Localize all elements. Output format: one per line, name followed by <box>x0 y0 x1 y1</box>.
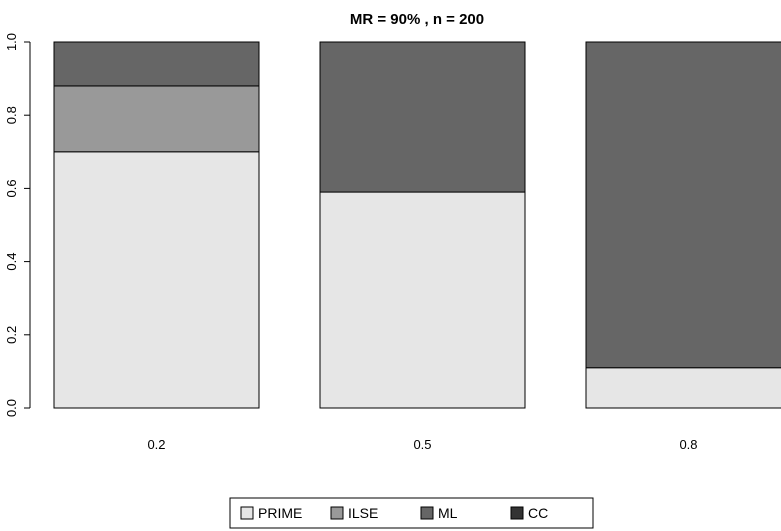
legend-swatch-prime <box>240 506 254 520</box>
bar-segment-prime-0.5 <box>319 191 526 409</box>
legend-swatch-ilse <box>330 506 344 520</box>
bar-segment-ml-0.2 <box>53 41 260 87</box>
y-tick-label: 0.4 <box>4 253 19 271</box>
y-tick-label: 1.0 <box>4 33 19 51</box>
y-tick-label: 0.6 <box>4 179 19 197</box>
legend-label-prime: PRIME <box>258 505 302 521</box>
bar-segment-prime-0.2 <box>53 151 260 409</box>
bar-segment-ml-0.5 <box>319 41 526 193</box>
legend-label-ilse: ILSE <box>348 505 378 521</box>
legend-swatch-cc <box>510 506 524 520</box>
y-axis: 0.0 0.2 0.4 0.6 0.8 1.0 <box>4 33 31 417</box>
y-tick-label: 0.0 <box>4 399 19 417</box>
y-tick-label: 0.2 <box>4 326 19 344</box>
legend: PRIME ILSE ML CC <box>229 497 594 529</box>
x-category-label: 0.8 <box>679 437 697 452</box>
legend-swatch-ml <box>420 506 434 520</box>
x-category-label: 0.2 <box>147 437 165 452</box>
x-category-label: 0.5 <box>413 437 431 452</box>
bar-segment-ml-0.8 <box>585 41 781 369</box>
x-axis-labels: 0.2 0.5 0.8 <box>147 437 697 452</box>
bar-segment-ilse-0.2 <box>53 85 260 153</box>
y-tick-label: 0.8 <box>4 106 19 124</box>
legend-label-ml: ML <box>438 505 458 521</box>
bar-segment-prime-0.8 <box>585 367 781 409</box>
chart-title: MR = 90% , n = 200 <box>350 11 484 28</box>
legend-box <box>229 497 594 529</box>
legend-label-cc: CC <box>528 505 548 521</box>
bars-group <box>53 41 781 409</box>
